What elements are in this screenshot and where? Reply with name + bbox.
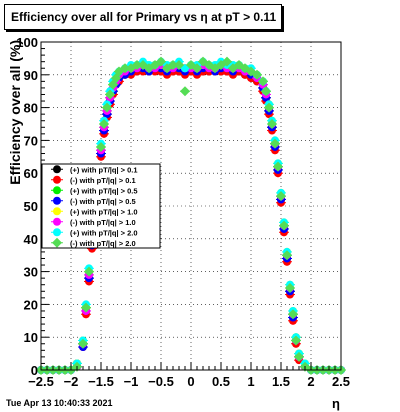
legend: (+) with pT/|q| > 0.1 (-) with pT/|q| > 0… xyxy=(41,163,161,249)
data-point xyxy=(267,119,277,129)
data-point xyxy=(192,63,202,74)
data-point xyxy=(162,63,172,74)
data-point xyxy=(96,141,106,152)
data-point xyxy=(258,76,268,87)
legend-label: (+) with pT/|q| > 1.0 xyxy=(70,207,138,216)
x-tick-label: 0 xyxy=(187,374,194,389)
y-axis-label: Efficiency over all (%) xyxy=(7,40,23,185)
legend-label: (-) with pT/|q| > 1.0 xyxy=(70,218,136,227)
data-point xyxy=(210,63,220,74)
y-tick-label: 70 xyxy=(24,133,38,148)
y-tick-label: 10 xyxy=(24,330,38,345)
y-tick-label: 100 xyxy=(16,35,38,50)
data-point xyxy=(180,86,190,97)
data-point xyxy=(132,59,142,70)
data-point xyxy=(168,59,178,70)
data-point xyxy=(276,191,286,202)
data-point xyxy=(288,309,298,320)
x-tick-label: −2.5 xyxy=(28,374,54,389)
data-point xyxy=(252,69,262,80)
y-tick-label: 20 xyxy=(24,297,38,312)
y-tick-label: 40 xyxy=(24,232,38,247)
data-point xyxy=(273,161,283,172)
data-point xyxy=(126,63,136,74)
data-point xyxy=(270,138,280,149)
data-point xyxy=(174,59,184,70)
legend-label: (-) with pT/|q| > 2.0 xyxy=(70,239,136,248)
legend-box xyxy=(41,163,161,249)
legend-label: (+) with pT/|q| > 0.5 xyxy=(70,186,138,195)
data-point xyxy=(264,102,274,113)
x-tick-label: 1.5 xyxy=(272,374,290,389)
data-point xyxy=(291,335,301,346)
data-point xyxy=(285,283,295,293)
axes: −2.5 −2 −1.5 −1 −0.5 0 0.5 1 1.5 2 2.5 0 10 20 30 40 50 6… xyxy=(16,35,350,389)
x-tick-label: 2.5 xyxy=(332,374,350,389)
data-point xyxy=(156,56,166,67)
x-tick-label: −1.5 xyxy=(88,374,114,389)
data-point xyxy=(99,119,109,129)
legend-label: (-) with pT/|q| > 0.5 xyxy=(70,197,136,206)
x-tick-label: 0.5 xyxy=(212,374,230,389)
legend-label: (+) with pT/|q| > 2.0 xyxy=(70,228,138,237)
data-point xyxy=(105,89,115,100)
chart-title: Efficiency over all for Primary vs η at … xyxy=(11,10,277,24)
y-tick-label: 50 xyxy=(24,199,38,214)
x-tick-label: 1 xyxy=(247,374,254,389)
data-point xyxy=(102,102,112,113)
y-tick-label: 60 xyxy=(24,166,38,181)
x-tick-label: −2 xyxy=(64,374,79,389)
data-point xyxy=(228,63,238,74)
data-point xyxy=(78,338,88,349)
data-point xyxy=(144,63,154,74)
data-point xyxy=(261,86,271,97)
data-point xyxy=(279,220,289,231)
data-point xyxy=(222,56,232,67)
data-point xyxy=(84,266,94,277)
chart-title-box: Efficiency over all for Primary vs η at … xyxy=(4,4,282,30)
y-tick-label: 30 xyxy=(24,265,38,280)
legend-label: (+) with pT/|q| > 0.1 xyxy=(70,165,138,174)
y-tick-label: 90 xyxy=(24,68,38,83)
data-point xyxy=(282,250,292,261)
data-point xyxy=(120,63,130,74)
x-axis-label: η xyxy=(332,396,340,411)
footer-timestamp: Tue Apr 13 10:40:33 2021 xyxy=(6,398,113,408)
data-point xyxy=(81,302,91,313)
x-tick-label: 2 xyxy=(307,374,314,389)
x-tick-label: −1 xyxy=(124,374,139,389)
legend-label: (-) with pT/|q| > 0.1 xyxy=(70,176,136,185)
data-point xyxy=(294,351,304,362)
data-point xyxy=(181,64,189,73)
y-tick-label: 0 xyxy=(31,363,38,378)
y-tick-label: 80 xyxy=(24,101,38,116)
x-tick-label: −0.5 xyxy=(148,374,174,389)
